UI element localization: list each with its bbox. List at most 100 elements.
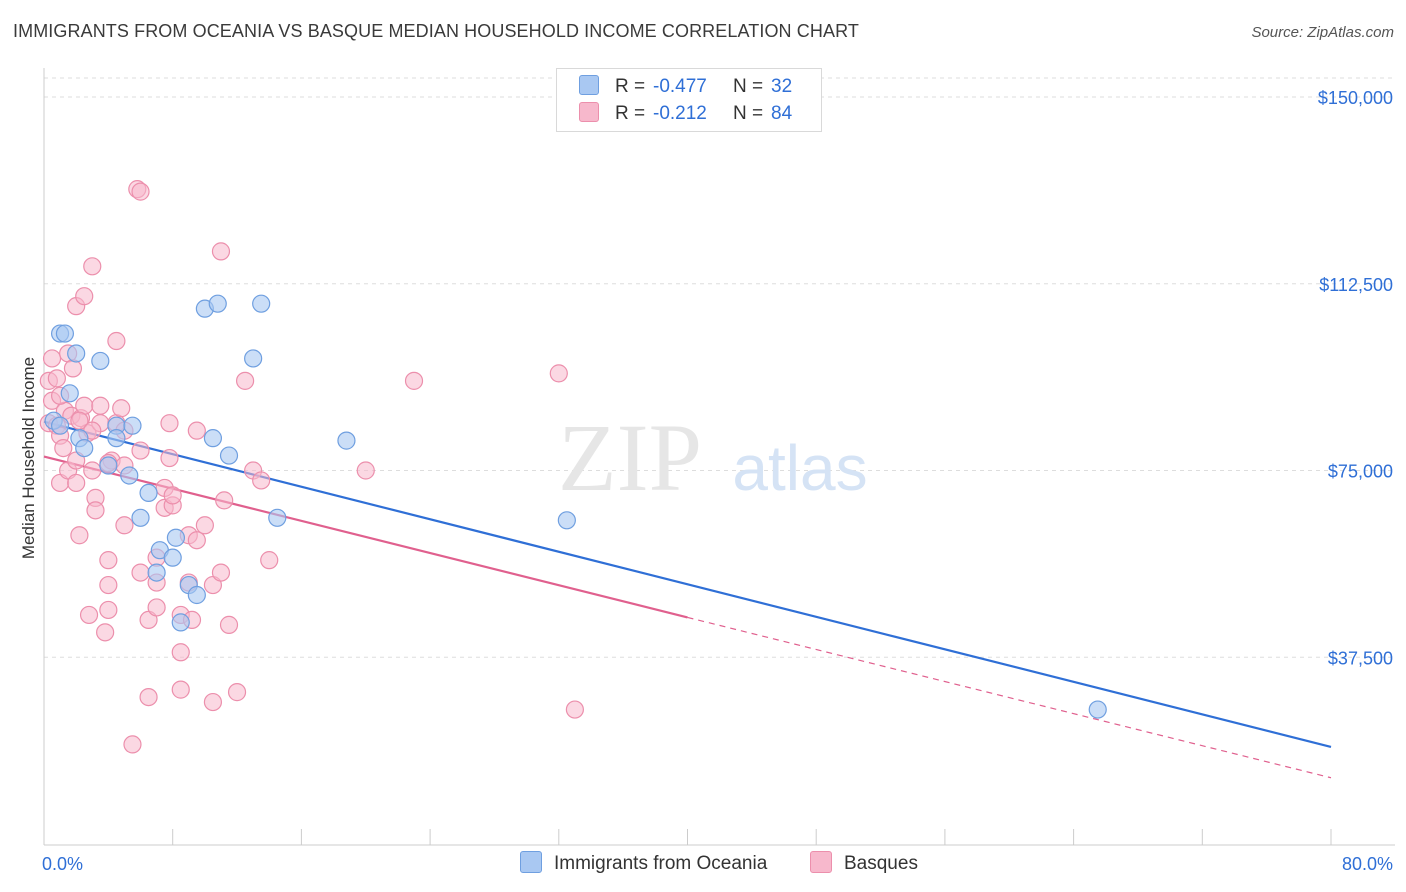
- basques-point: [75, 287, 94, 306]
- oceania-point: [147, 563, 166, 582]
- bottom-legend-swatch-basques: [810, 851, 832, 873]
- bottom-legend-swatch-oceania: [520, 851, 542, 873]
- basques-point: [96, 623, 115, 642]
- axes: [43, 68, 1395, 846]
- oceania-point: [123, 416, 142, 435]
- watermark-atlas: atlas: [732, 432, 867, 504]
- basques-point: [171, 680, 190, 699]
- legend-r-value-basques: -0.212: [653, 103, 707, 124]
- legend-r-label: R =: [615, 76, 646, 97]
- basques-point: [131, 182, 150, 201]
- basques-point: [356, 461, 375, 480]
- basques-point: [260, 551, 279, 570]
- basques-point: [187, 421, 206, 440]
- legend-n-value-basques: 84: [771, 103, 793, 124]
- y-tick-label: $150,000: [1318, 88, 1393, 108]
- oceania-point: [557, 511, 576, 530]
- basques-point: [187, 531, 206, 550]
- gridlines: [44, 77, 1395, 658]
- oceania-point: [55, 324, 75, 343]
- basques-point: [211, 242, 231, 261]
- basques-point: [252, 471, 271, 490]
- oceania-point: [203, 429, 223, 448]
- basques-point: [54, 438, 73, 458]
- basques-point: [79, 605, 99, 625]
- basques-point: [123, 735, 142, 754]
- y-tick-label: $112,500: [1319, 275, 1393, 295]
- basques-point: [47, 369, 66, 388]
- watermark: ZIP atlas: [558, 404, 868, 511]
- basques-point: [67, 473, 86, 493]
- basques-point: [549, 364, 568, 383]
- axis-labels: $37,500 $75,000 $112,500 $150,000 0.0% 80.0%: [42, 88, 1393, 874]
- oceania-point: [208, 294, 227, 313]
- basques-trendline: [43, 455, 688, 619]
- basques-point: [115, 516, 134, 535]
- legend-n-label: N =: [733, 76, 764, 97]
- basques-point: [215, 491, 234, 510]
- oceania-point: [337, 431, 356, 450]
- basques-point: [83, 461, 102, 480]
- basques-point: [160, 448, 179, 468]
- basques-point: [107, 331, 126, 351]
- basques-point: [171, 643, 190, 662]
- basques-point: [404, 371, 424, 390]
- legend-r-label: R =: [615, 103, 646, 124]
- oceania-point: [1088, 700, 1107, 719]
- bottom-legend-basques[interactable]: Basques: [810, 851, 918, 875]
- y-tick-label: $75,000: [1328, 462, 1393, 482]
- basques-point: [139, 687, 158, 707]
- legend-row-basques: R = -0.212 N = 84: [579, 102, 792, 126]
- basques-point: [42, 349, 62, 368]
- basques-point: [91, 396, 110, 415]
- basques-point: [131, 563, 150, 582]
- legend-n-label: N =: [733, 103, 764, 124]
- oceania-point: [50, 416, 70, 435]
- basques-point: [163, 486, 182, 505]
- oceania-point: [139, 483, 158, 503]
- bottom-legend-oceania[interactable]: Immigrants from Oceania: [520, 851, 767, 875]
- x-tick-label-max: 80.0%: [1342, 854, 1393, 874]
- oceania-point: [91, 351, 110, 371]
- basques-point: [63, 359, 83, 378]
- oceania-point: [171, 613, 190, 632]
- legend-swatch-basques: [579, 102, 599, 122]
- basques-point: [147, 598, 166, 617]
- bottom-legend-label-oceania: Immigrants from Oceania: [554, 853, 768, 874]
- basques-trendline-extension: [687, 616, 1332, 779]
- basques-point: [219, 615, 239, 634]
- legend-swatch-oceania: [579, 75, 599, 95]
- watermark-zip: ZIP: [558, 404, 702, 511]
- basques-point: [83, 257, 102, 276]
- basques-point: [227, 683, 247, 702]
- data-points: [39, 180, 1107, 754]
- basques-point: [131, 441, 150, 460]
- chart-title: IMMIGRANTS FROM OCEANIA VS BASQUE MEDIAN…: [13, 21, 859, 41]
- basques-point: [112, 399, 131, 418]
- oceania-point: [60, 384, 79, 403]
- basques-point: [99, 551, 118, 570]
- oceania-point: [131, 508, 150, 527]
- basques-point: [195, 516, 214, 535]
- basques-point: [565, 700, 584, 719]
- oceania-point: [268, 508, 287, 527]
- basques-point: [203, 692, 223, 712]
- basques-point: [235, 371, 255, 390]
- oceania-point: [99, 456, 118, 475]
- basques-point: [211, 563, 231, 582]
- oceania-point: [219, 446, 239, 465]
- basques-point: [70, 526, 89, 545]
- y-tick-label: $37,500: [1328, 648, 1393, 668]
- legend-r-value-oceania: -0.477: [653, 76, 707, 97]
- oceania-point: [163, 548, 182, 567]
- y-axis-title: Median Household Income: [19, 357, 38, 559]
- x-tick-label-min: 0.0%: [42, 854, 83, 874]
- legend-n-value-oceania: 32: [771, 76, 793, 97]
- oceania-point: [75, 438, 94, 458]
- basques-point: [99, 575, 118, 595]
- correlation-legend: R = -0.477 N = 32 R = -0.212 N = 84: [556, 68, 822, 132]
- legend-row-oceania: R = -0.477 N = 32: [579, 75, 792, 99]
- oceania-point: [252, 294, 271, 313]
- oceania-point: [166, 528, 186, 547]
